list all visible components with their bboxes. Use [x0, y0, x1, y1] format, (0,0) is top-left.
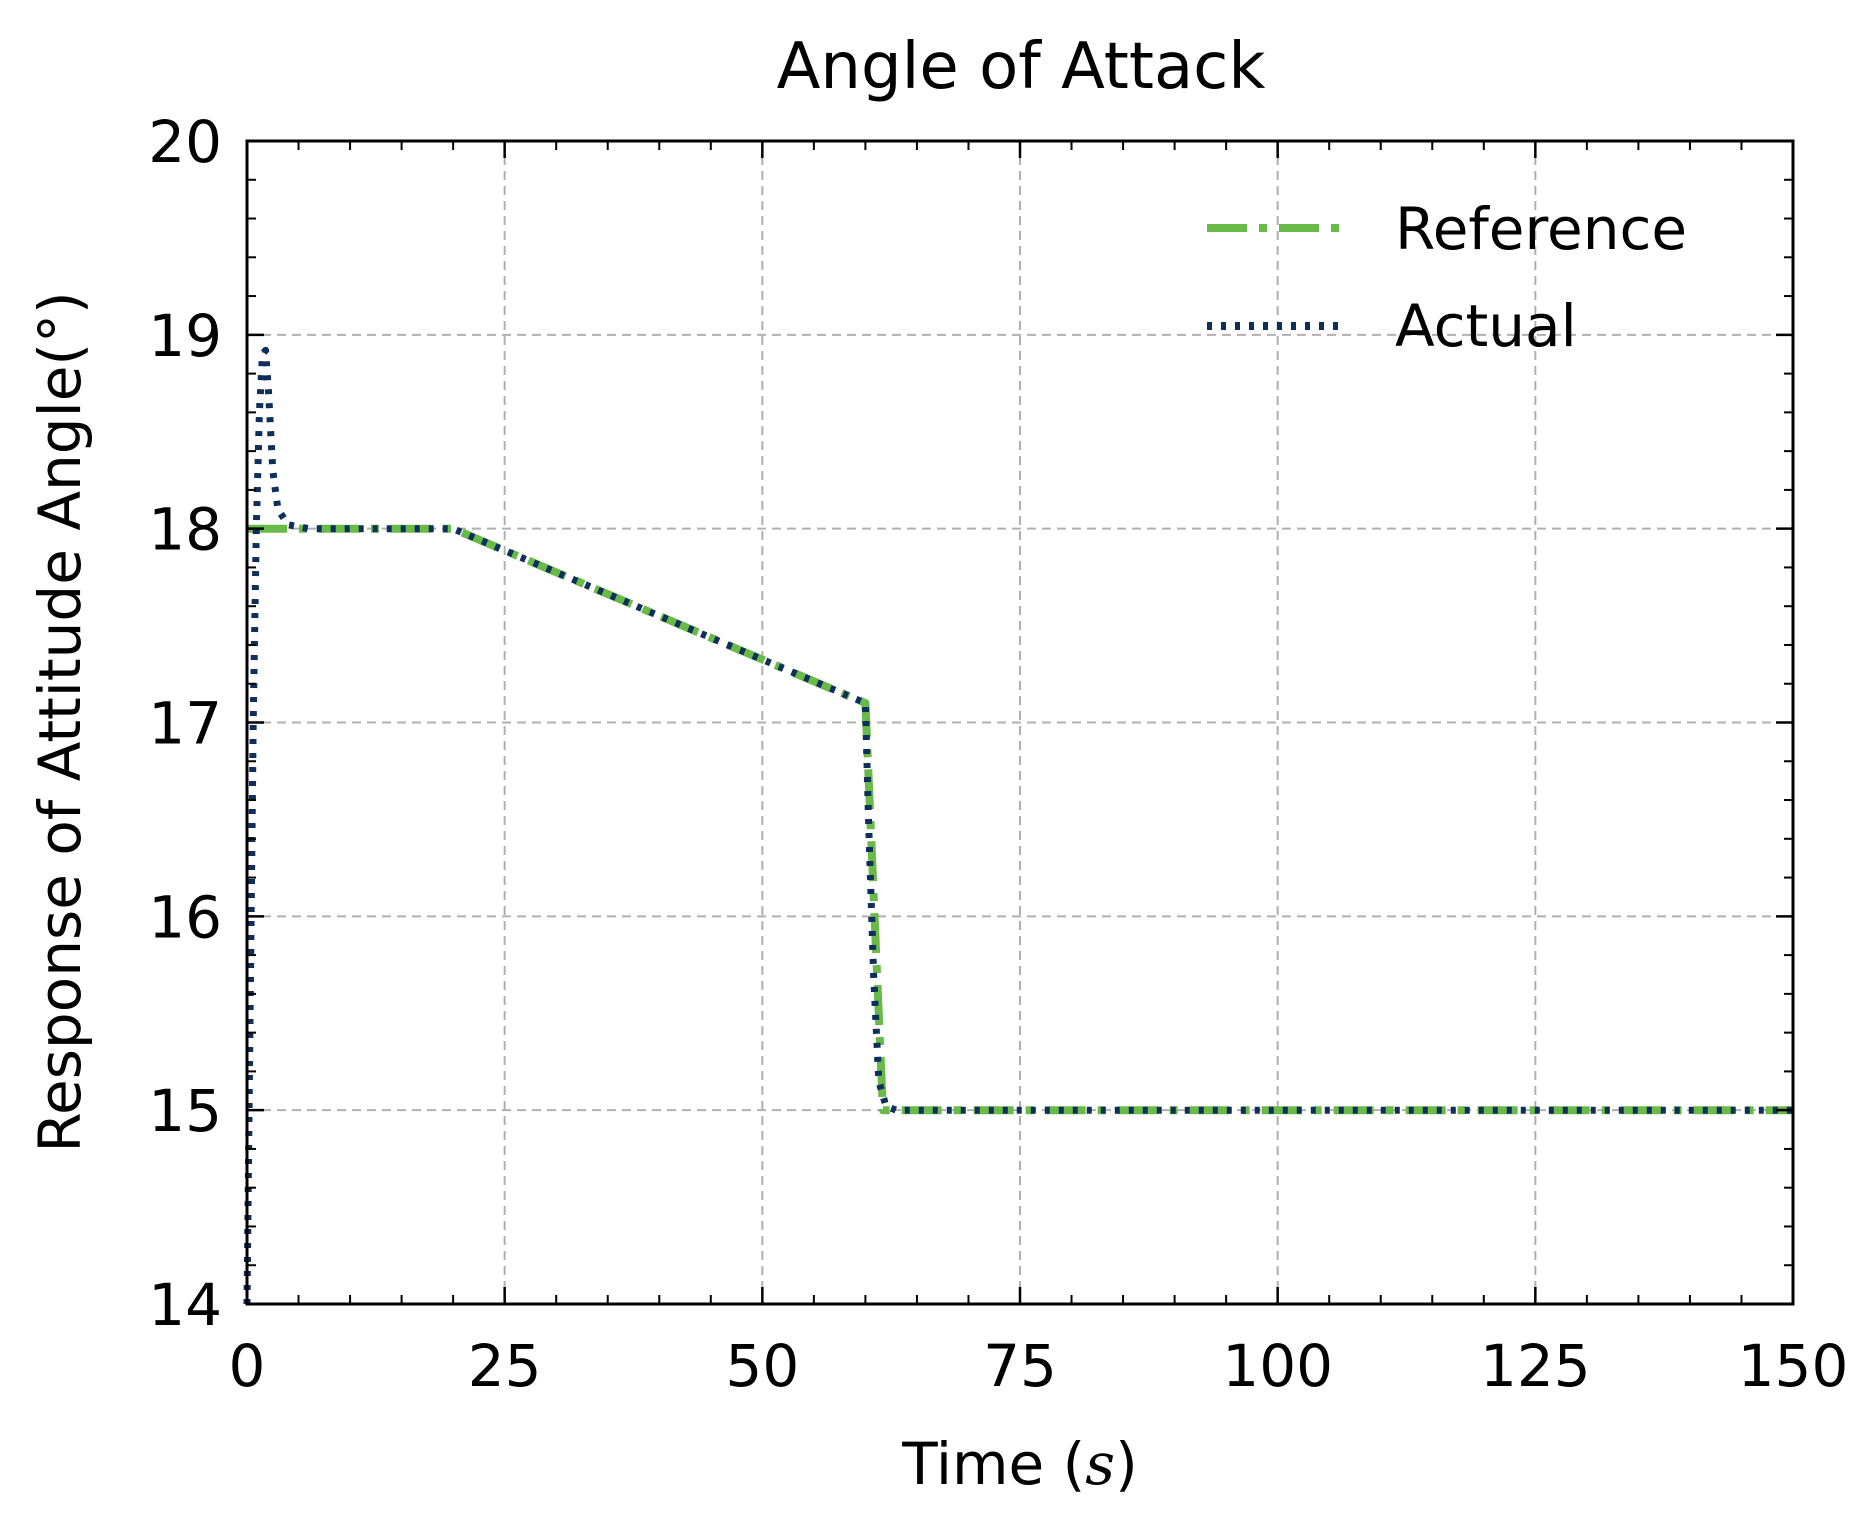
- y-tick-label: 14: [148, 1271, 222, 1339]
- x-tick-label: 25: [468, 1332, 542, 1400]
- x-tick-label: 150: [1738, 1332, 1849, 1400]
- legend-reference-label: Reference: [1395, 195, 1687, 263]
- y-tick-label: 17: [148, 690, 222, 758]
- legend-actual-label: Actual: [1395, 292, 1577, 360]
- y-tick-label: 15: [148, 1077, 222, 1145]
- y-tick-label: 18: [148, 496, 222, 564]
- x-tick-label: 100: [1222, 1332, 1333, 1400]
- legend: Reference Actual: [1207, 195, 1687, 360]
- x-axis-label: Time (s): [901, 1430, 1137, 1498]
- x-tick-label: 50: [725, 1332, 799, 1400]
- x-tick-label: 0: [229, 1332, 266, 1400]
- series-line-actual: [243, 346, 1793, 1305]
- y-tick-label: 19: [148, 302, 222, 370]
- y-axis-label: Response of Attitude Angle(°): [26, 291, 94, 1152]
- series-line-reference: [247, 524, 1793, 1115]
- x-tick-label: 125: [1480, 1332, 1591, 1400]
- tick-labels: 0 25 50 75 100 125 150 14 15 16 17 18 19 20: [148, 108, 1848, 1400]
- y-tick-label: 16: [148, 883, 222, 951]
- axis-ticks: [245, 139, 1795, 1306]
- x-tick-label: 75: [983, 1332, 1057, 1400]
- series-lines: [243, 346, 1793, 1305]
- chart-title: Angle of Attack: [777, 30, 1266, 104]
- y-tick-label: 20: [148, 108, 222, 176]
